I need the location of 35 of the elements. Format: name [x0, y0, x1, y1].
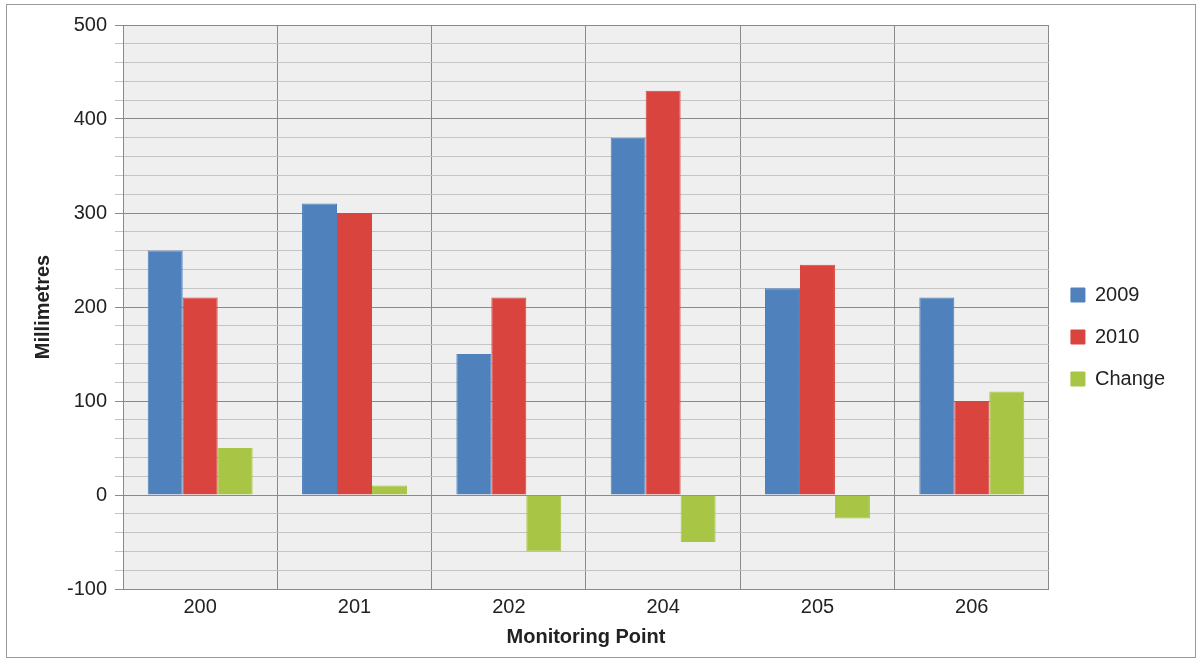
y-tick-label: 500: [73, 12, 108, 35]
y-tick-label: 400: [73, 106, 108, 129]
y-tick-label: -100: [67, 576, 108, 599]
bar: [645, 90, 681, 495]
bar: [456, 354, 492, 495]
x-axis-title: Monitoring Point: [506, 624, 666, 647]
bar: [217, 448, 253, 495]
bar: [337, 213, 372, 495]
x-tick-label: 206: [955, 594, 989, 617]
legend-label: 2009: [1094, 282, 1140, 305]
x-tick-label: 204: [646, 594, 680, 617]
x-tick-label: 200: [183, 594, 217, 617]
x-tick-label: 205: [800, 594, 835, 617]
y-tick-label: 100: [73, 388, 108, 411]
x-tick-label: 201: [337, 594, 372, 617]
bar: [491, 297, 527, 495]
bar: [954, 401, 990, 495]
bar: [989, 391, 1025, 495]
y-tick-label: 0: [95, 482, 108, 505]
legend-label: Change: [1094, 366, 1165, 389]
bar: [182, 297, 218, 495]
bar: [302, 203, 338, 495]
bar: [610, 137, 646, 495]
bar: [799, 264, 835, 495]
bar: [765, 288, 800, 495]
y-tick-label: 300: [73, 200, 108, 223]
bar: [834, 495, 870, 519]
bar: [680, 495, 716, 542]
bar: [147, 250, 183, 495]
x-tick-label: 202: [492, 594, 526, 617]
legend-label: 2010: [1094, 324, 1140, 347]
bar: [526, 495, 562, 552]
y-axis-title: Millimetres: [30, 254, 53, 360]
bar: [919, 297, 955, 495]
y-tick-label: 200: [73, 294, 108, 317]
